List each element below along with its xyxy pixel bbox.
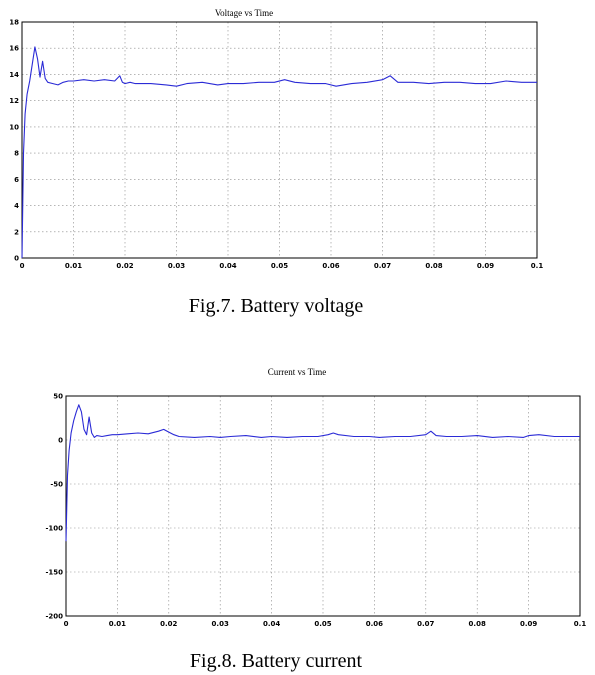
current-x-tick-label: 0.09	[520, 620, 537, 628]
current-x-tick-label: 0.08	[469, 620, 486, 628]
voltage-x-tick-label: 0	[20, 262, 25, 270]
current-plot-frame	[65, 395, 581, 617]
voltage-chart-title: Voltage vs Time	[215, 8, 273, 18]
current-y-tick-label: -50	[50, 481, 63, 489]
voltage-x-tick-label: 0.02	[116, 262, 133, 270]
voltage-x-tick-label: 0.05	[271, 262, 288, 270]
current-y-tick-label: 50	[53, 393, 63, 401]
current-chart-title: Current vs Time	[268, 367, 327, 377]
current-x-tick-label: 0.1	[574, 620, 587, 628]
voltage-y-tick-label: 4	[14, 202, 19, 210]
voltage-y-tick-label: 8	[14, 150, 19, 158]
voltage-chart: Voltage vs Time 0 0.01 0.02 0.03 0.04 0.05 0.0…	[9, 8, 543, 317]
current-series-line	[65, 404, 580, 542]
current-x-tick-label: 0.01	[109, 620, 126, 628]
current-chart: Current vs Time 0 0.01 0.02 0.03 0.04 0.05 0.0…	[45, 367, 586, 672]
voltage-x-tick-label: 0.03	[168, 262, 185, 270]
current-x-tick-label: 0.05	[314, 620, 331, 628]
voltage-y-tick-label: 6	[14, 176, 19, 184]
current-y-tick-label: -200	[45, 613, 63, 621]
current-x-tick-label: 0.02	[160, 620, 177, 628]
voltage-y-tick-label: 12	[9, 97, 19, 105]
voltage-y-tick-label: 14	[9, 71, 19, 79]
voltage-series-line	[21, 46, 537, 259]
voltage-y-tick-label: 18	[9, 19, 19, 27]
current-y-tick-label: -150	[45, 569, 63, 577]
current-x-tick-label: 0.03	[212, 620, 229, 628]
voltage-x-tick-label: 0.01	[65, 262, 82, 270]
voltage-x-tick-label: 0.08	[425, 262, 442, 270]
current-x-tick-label: 0.07	[417, 620, 434, 628]
voltage-y-tick-label: 10	[9, 123, 19, 131]
current-x-tick-label: 0.06	[366, 620, 383, 628]
voltage-x-tick-label: 0.1	[531, 262, 544, 270]
current-figure-caption: Fig.8. Battery current	[190, 650, 363, 672]
current-x-tick-label: 0	[64, 620, 69, 628]
voltage-x-tick-label: 0.04	[219, 262, 236, 270]
voltage-plot-frame	[21, 21, 538, 259]
voltage-x-tick-label: 0.09	[477, 262, 494, 270]
voltage-y-tick-label: 16	[9, 45, 19, 53]
current-y-tick-label: 0	[58, 437, 63, 445]
voltage-y-tick-label: 2	[14, 228, 19, 236]
voltage-figure-caption: Fig.7. Battery voltage	[189, 295, 364, 317]
voltage-y-tick-label: 0	[14, 255, 19, 263]
current-y-tick-label: -100	[45, 525, 63, 533]
current-x-tick-label: 0.04	[263, 620, 280, 628]
voltage-x-tick-label: 0.06	[322, 262, 339, 270]
voltage-x-tick-label: 0.07	[374, 262, 391, 270]
